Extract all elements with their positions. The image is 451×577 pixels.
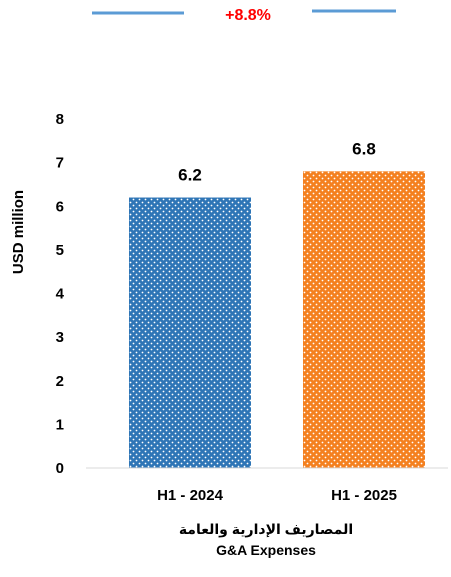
y-tick-label: 4 [56,286,65,303]
y-tick-label: 2 [56,373,64,390]
bar-h1-2024 [129,197,251,468]
x-axis-title-english: G&A Expenses [216,542,316,558]
x-axis-title-arabic: المصاريف الإدارية والعامة [179,521,353,538]
y-axis-label: USD million [10,190,27,274]
x-tick-label: H1 - 2024 [157,487,224,504]
y-tick-label: 7 [56,155,64,172]
data-label: 6.2 [178,166,202,185]
change-label: +8.8% [225,7,271,24]
y-tick-label: 3 [56,329,64,346]
x-tick-label: H1 - 2025 [331,487,397,504]
y-tick-label: 8 [56,111,64,128]
y-tick-label: 6 [56,198,64,215]
data-label: 6.8 [352,139,376,158]
bar-h1-2025 [303,171,425,468]
y-tick-label: 1 [56,416,64,433]
y-tick-label: 0 [56,460,64,477]
y-tick-label: 5 [56,242,64,259]
